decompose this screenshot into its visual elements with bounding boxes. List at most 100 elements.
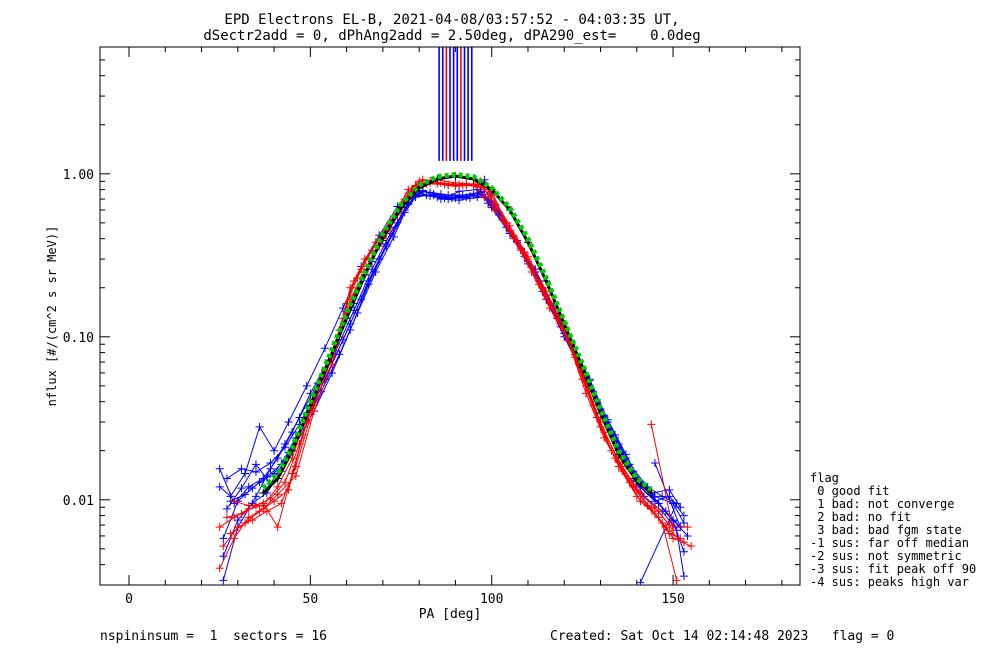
data-point: [473, 189, 482, 198]
legend-item: 0 good fit: [810, 484, 889, 498]
data-point: [462, 193, 471, 202]
data-layer: [215, 171, 696, 585]
data-point: [230, 534, 239, 543]
data-point: [654, 499, 663, 508]
axes: 0 50 100 150 0.01 0.10 1.00: [63, 46, 800, 607]
data-point: [643, 501, 652, 510]
data-point: [251, 460, 260, 469]
data-point: [266, 459, 275, 468]
legend-item: 2 bad: no fit: [810, 510, 911, 524]
data-point: [658, 519, 667, 528]
x-tick-label: 150: [661, 592, 684, 607]
legend-item: 3 bad: bad fgm state: [810, 523, 962, 537]
data-point: [552, 314, 561, 323]
data-point: [241, 469, 250, 478]
y-tick-label: 0.01: [63, 494, 94, 509]
y-tick-label: 0.10: [63, 331, 94, 346]
data-point: [251, 501, 260, 510]
series-line: [230, 190, 681, 528]
data-point: [273, 523, 282, 532]
data-point: [480, 193, 489, 202]
data-point: [650, 459, 659, 468]
series-line: [262, 174, 653, 495]
data-point: [650, 503, 659, 512]
data-point: [625, 478, 634, 487]
data-point: [244, 513, 253, 522]
series-13: [215, 178, 681, 585]
data-point: [389, 232, 398, 241]
data-point: [418, 187, 427, 196]
data-point: [215, 464, 224, 473]
data-point: [270, 446, 279, 455]
data-point: [679, 572, 688, 581]
legend-item: 1 bad: not converge: [810, 497, 955, 511]
x-tick-label: 50: [303, 592, 319, 607]
data-point: [429, 191, 438, 200]
data-point: [679, 519, 688, 528]
data-point: [516, 246, 525, 255]
data-point: [237, 484, 246, 493]
data-point: [328, 360, 337, 369]
data-point: [230, 497, 239, 506]
series-8: [215, 177, 696, 551]
data-point: [669, 517, 678, 526]
flag-legend: flag 0 good fit 1 bad: not converge 2 ba…: [810, 471, 976, 589]
series-1: [219, 190, 692, 561]
data-point: [498, 216, 507, 225]
data-point: [647, 489, 656, 498]
data-point: [523, 252, 532, 261]
data-point: [636, 578, 645, 585]
data-point: [219, 576, 228, 585]
data-point: [226, 529, 235, 538]
series-15: [261, 171, 653, 492]
data-point: [683, 531, 692, 540]
data-point: [658, 492, 667, 501]
series-line: [219, 180, 692, 547]
data-point: [295, 413, 304, 422]
data-point: [426, 192, 435, 201]
data-point: [251, 468, 260, 477]
data-point: [444, 195, 453, 204]
series-14: [259, 171, 656, 498]
data-point: [259, 489, 268, 498]
data-point: [679, 511, 688, 520]
data-point: [614, 458, 623, 467]
data-point: [237, 509, 246, 518]
series-line: [226, 179, 681, 539]
data-point: [291, 471, 300, 480]
series-12: [230, 179, 692, 532]
series-0: [215, 187, 688, 528]
chart-subtitle: dSectr2add = 0, dPhAng2add = 2.50deg, dP…: [203, 28, 700, 44]
data-point: [255, 422, 264, 431]
data-point: [219, 542, 228, 551]
data-point: [284, 418, 293, 427]
data-point: [607, 446, 616, 455]
loss-cone-bars: [438, 47, 473, 161]
data-point: [302, 381, 311, 390]
series-7: [222, 187, 681, 585]
data-point: [465, 194, 474, 203]
data-point: [346, 283, 355, 292]
series-line: [222, 179, 685, 547]
data-point: [647, 420, 656, 429]
series-line: [222, 194, 685, 552]
data-point: [451, 182, 460, 191]
data-point: [505, 221, 514, 230]
data-point: [665, 521, 674, 530]
series-5: [226, 187, 685, 532]
series-9: [219, 175, 688, 551]
data-point: [219, 552, 228, 561]
data-point: [534, 280, 543, 289]
series-3: [219, 189, 688, 585]
series-6: [219, 191, 688, 556]
legend-item: -4 sus: peaks high var: [810, 575, 969, 589]
data-point: [244, 501, 253, 510]
data-point: [679, 547, 688, 556]
legend-item: -2 sus: not symmetric: [810, 549, 962, 563]
data-point: [669, 526, 678, 535]
data-point: [679, 538, 688, 547]
data-point: [676, 534, 685, 543]
data-point: [320, 344, 329, 353]
data-point: [661, 507, 670, 516]
